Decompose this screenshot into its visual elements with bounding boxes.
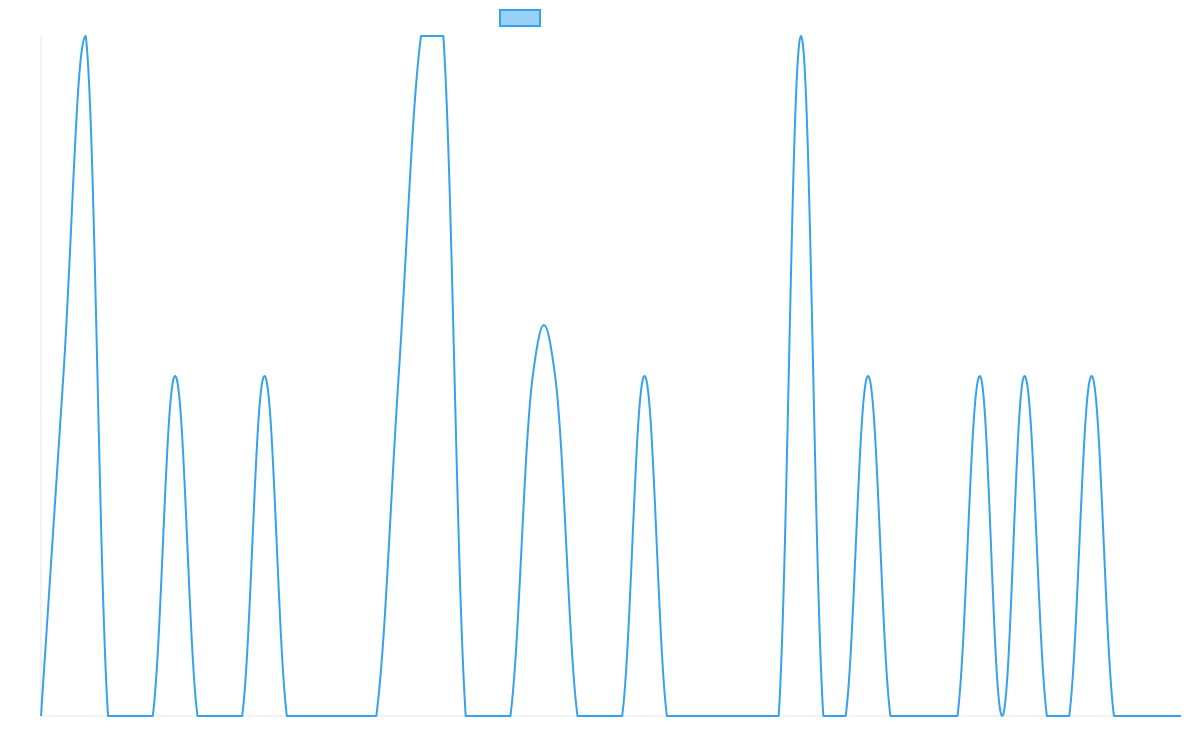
data-point[interactable]	[1022, 373, 1028, 379]
data-point[interactable]	[1111, 713, 1117, 719]
data-point[interactable]	[887, 713, 893, 719]
data-point[interactable]	[664, 713, 670, 719]
data-point[interactable]	[1066, 713, 1072, 719]
data-point[interactable]	[642, 373, 648, 379]
data-point[interactable]	[552, 373, 558, 379]
data-point[interactable]	[709, 713, 715, 719]
data-point[interactable]	[396, 373, 402, 379]
data-point[interactable]	[60, 373, 66, 379]
data-point[interactable]	[932, 713, 938, 719]
data-point[interactable]	[284, 713, 290, 719]
data-point[interactable]	[597, 713, 603, 719]
data-point[interactable]	[731, 713, 737, 719]
data-point[interactable]	[38, 713, 44, 719]
data-point[interactable]	[373, 713, 379, 719]
data-point[interactable]	[530, 373, 536, 379]
data-point[interactable]	[507, 713, 513, 719]
data-point[interactable]	[1133, 713, 1139, 719]
data-point[interactable]	[239, 713, 245, 719]
data-point[interactable]	[574, 713, 580, 719]
data-point[interactable]	[999, 713, 1005, 719]
data-point[interactable]	[306, 713, 312, 719]
data-point[interactable]	[217, 713, 223, 719]
legend-swatch[interactable]	[499, 9, 541, 27]
data-point[interactable]	[619, 713, 625, 719]
data-point[interactable]	[843, 713, 849, 719]
data-point[interactable]	[418, 33, 424, 39]
data-point[interactable]	[798, 33, 804, 39]
legend[interactable]	[499, 9, 541, 27]
data-point[interactable]	[1156, 713, 1162, 719]
data-point[interactable]	[172, 373, 178, 379]
data-point[interactable]	[1178, 713, 1184, 719]
data-point[interactable]	[440, 33, 446, 39]
data-point[interactable]	[1044, 713, 1050, 719]
data-point[interactable]	[150, 713, 156, 719]
data-point[interactable]	[776, 713, 782, 719]
data-point[interactable]	[753, 713, 759, 719]
series-line	[40, 35, 1181, 717]
data-point[interactable]	[127, 713, 133, 719]
data-point[interactable]	[485, 713, 491, 719]
data-point[interactable]	[351, 713, 357, 719]
data-point[interactable]	[463, 713, 469, 719]
data-point[interactable]	[954, 713, 960, 719]
data-point[interactable]	[329, 713, 335, 719]
data-point[interactable]	[910, 713, 916, 719]
data-point[interactable]	[865, 373, 871, 379]
data-point[interactable]	[194, 713, 200, 719]
data-point[interactable]	[83, 33, 89, 39]
data-point[interactable]	[1089, 373, 1095, 379]
data-point[interactable]	[105, 713, 111, 719]
data-point[interactable]	[820, 713, 826, 719]
data-point[interactable]	[686, 713, 692, 719]
data-point[interactable]	[262, 373, 268, 379]
data-point[interactable]	[977, 373, 983, 379]
series-layer	[38, 33, 1184, 719]
